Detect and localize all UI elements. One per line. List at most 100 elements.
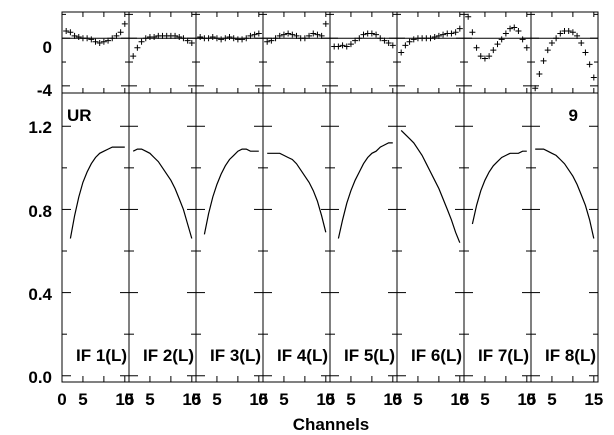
bandpass-line — [337, 142, 393, 239]
residual-point — [105, 37, 112, 44]
x-tick-label: 0 — [191, 390, 200, 409]
residual-point — [75, 34, 82, 41]
residual-point — [402, 42, 409, 49]
residual-point — [389, 42, 396, 49]
residual-point — [448, 30, 455, 37]
residual-point — [343, 43, 350, 50]
x-tick-label: 15 — [182, 390, 201, 409]
residual-point — [92, 38, 99, 45]
residual-point — [117, 29, 124, 36]
x-tick-label: 5 — [547, 390, 556, 409]
residual-series — [264, 20, 329, 45]
bandpass-line — [69, 146, 125, 239]
residual-point — [339, 42, 346, 49]
residual-point — [180, 35, 187, 42]
residual-point — [289, 31, 296, 38]
residual-point — [243, 35, 250, 42]
residual-point — [209, 34, 216, 41]
residual-point — [109, 35, 116, 42]
residual-point — [507, 25, 514, 32]
residual-point — [71, 32, 78, 39]
residual-point — [121, 20, 128, 27]
x-tick-label: 5 — [145, 390, 154, 409]
residual-point — [590, 74, 597, 81]
residual-point — [578, 39, 585, 46]
x-tick-label: 0 — [459, 390, 468, 409]
residual-point — [218, 36, 225, 43]
residual-point — [381, 37, 388, 44]
residual-point — [398, 49, 405, 56]
x-tick-label: 0 — [57, 390, 66, 409]
residual-point — [176, 34, 183, 41]
x-tick-label: 15 — [517, 390, 536, 409]
residual-series — [331, 30, 396, 50]
residual-point — [230, 35, 237, 42]
x-tick-label: 15 — [383, 390, 402, 409]
x-tick-label: 0 — [124, 390, 133, 409]
x-tick-label: 15 — [249, 390, 268, 409]
residual-point — [306, 32, 313, 39]
y-tick-label-0: 1.2 — [28, 118, 52, 137]
residual-point — [486, 53, 493, 60]
x-tick-label: 5 — [279, 390, 288, 409]
residual-point — [264, 38, 271, 45]
residual-point — [427, 35, 434, 42]
residual-point — [582, 49, 589, 56]
residual-point — [247, 32, 254, 39]
top-y-tick-label-0: 0 — [43, 38, 52, 57]
residual-point — [138, 38, 145, 45]
residual-point — [100, 38, 107, 45]
residual-point — [477, 53, 484, 60]
residual-point — [452, 29, 459, 36]
residual-point — [213, 35, 220, 42]
panel-label: IF 5(L) — [344, 346, 395, 365]
residual-point — [490, 47, 497, 54]
residual-point — [456, 25, 463, 32]
residual-point — [377, 35, 384, 42]
residual-point — [431, 34, 438, 41]
residual-point — [557, 30, 564, 37]
residual-point — [96, 39, 103, 46]
residual-point — [385, 39, 392, 46]
x-tick-label: 0 — [258, 390, 267, 409]
y-tick-label-3: 0.0 — [28, 368, 52, 387]
x-tick-label: 0 — [526, 390, 535, 409]
residual-point — [360, 31, 367, 38]
residual-point — [410, 36, 417, 43]
residual-point — [335, 43, 342, 50]
residual-point — [142, 35, 149, 42]
panel-label: IF 4(L) — [277, 346, 328, 365]
residual-point — [465, 13, 472, 20]
bandpass-line — [471, 150, 527, 225]
residual-point — [406, 38, 413, 45]
residual-series — [63, 20, 128, 46]
residual-point — [540, 57, 547, 64]
residual-point — [515, 28, 522, 35]
residual-point — [352, 37, 359, 44]
residual-point — [440, 31, 447, 38]
residual-point — [151, 34, 158, 41]
residual-point — [314, 31, 321, 38]
residual-point — [494, 41, 501, 48]
residual-point — [481, 55, 488, 62]
x-tick-label: 15 — [584, 390, 603, 409]
panel-8: 0 5 15 IF 8(L) — [526, 12, 603, 409]
residual-point — [222, 35, 229, 42]
y-tick-label-2: 0.4 — [28, 285, 52, 304]
residual-point — [574, 32, 581, 39]
residual-point — [293, 32, 300, 39]
residual-series — [197, 30, 262, 43]
x-tick-label: 15 — [316, 390, 335, 409]
residual-point — [368, 30, 375, 37]
axis-layer — [61, 11, 599, 383]
top-y-tick-label-1: -4 — [37, 81, 53, 100]
residual-point — [301, 35, 308, 42]
residual-point — [318, 32, 325, 39]
bandpass-line — [267, 152, 327, 233]
residual-series — [130, 32, 195, 60]
residual-point — [356, 35, 363, 42]
residual-point — [255, 30, 262, 37]
